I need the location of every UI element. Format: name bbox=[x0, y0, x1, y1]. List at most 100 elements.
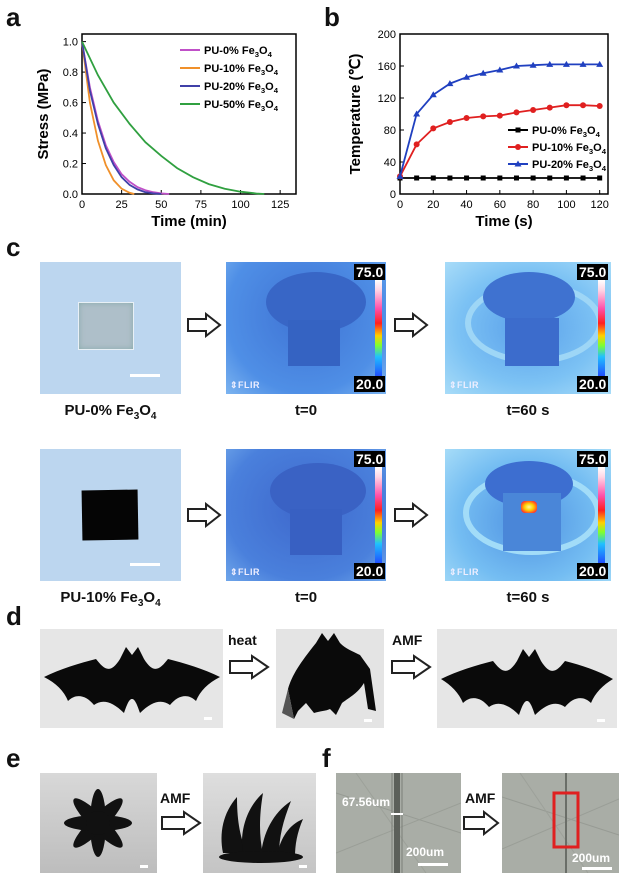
x-tick-label: 120 bbox=[591, 199, 609, 211]
data-point bbox=[497, 175, 503, 181]
x-tick-label: 125 bbox=[271, 199, 289, 211]
flir-logo: ⇕FLIR bbox=[230, 380, 261, 390]
scale-bar bbox=[130, 563, 160, 566]
data-point bbox=[447, 175, 453, 181]
legend-label: PU-10% Fe3O4 bbox=[204, 63, 279, 77]
y-tick-label: 0.4 bbox=[63, 128, 78, 140]
x-tick-label: 80 bbox=[527, 199, 539, 211]
scale-bar bbox=[597, 719, 605, 722]
data-point bbox=[413, 141, 420, 148]
caption-t60-row2: t=60 s bbox=[506, 589, 550, 606]
ir-pu0-t60: 75.0 20.0 ⇕FLIR bbox=[445, 262, 611, 394]
scale-bar bbox=[204, 717, 212, 720]
colorbar bbox=[375, 467, 382, 563]
data-point bbox=[579, 60, 587, 67]
ir-film bbox=[290, 509, 342, 555]
data-point bbox=[596, 103, 603, 109]
y-axis-label: Temperature (℃) bbox=[347, 54, 364, 175]
data-point bbox=[480, 175, 486, 181]
data-point bbox=[513, 109, 520, 116]
data-point bbox=[530, 175, 536, 181]
data-point bbox=[563, 175, 569, 181]
label-amf-f: AMF bbox=[465, 790, 496, 806]
pu0-film bbox=[78, 302, 134, 350]
arrow-right-icon bbox=[187, 502, 222, 528]
data-point bbox=[563, 102, 570, 109]
photo-flower-closed bbox=[203, 773, 316, 873]
data-point bbox=[596, 60, 604, 67]
y-tick-label: 0.8 bbox=[63, 67, 78, 79]
scale-bar bbox=[140, 865, 148, 868]
data-point bbox=[464, 175, 470, 181]
ir-film bbox=[288, 320, 340, 366]
scale-bar bbox=[582, 867, 612, 870]
scale-max-label: 75.0 bbox=[354, 451, 386, 467]
data-point bbox=[430, 175, 436, 181]
data-point bbox=[546, 60, 554, 67]
y-axis-label: Stress (MPa) bbox=[35, 69, 52, 160]
data-point bbox=[513, 175, 519, 181]
x-tick-label: 100 bbox=[557, 199, 575, 211]
legend-marker bbox=[515, 144, 521, 150]
label-heat: heat bbox=[228, 632, 257, 648]
x-tick-label: 20 bbox=[427, 199, 439, 211]
label-amf-e: AMF bbox=[160, 790, 191, 806]
micrograph-texture bbox=[336, 773, 461, 873]
data-point bbox=[463, 73, 471, 80]
data-point bbox=[430, 125, 437, 132]
data-point bbox=[463, 115, 470, 121]
caption-t0-row2: t=0 bbox=[294, 589, 318, 606]
data-point bbox=[512, 62, 520, 69]
ir-hotspot bbox=[521, 501, 537, 513]
legend-label: PU-20% Fe3O4 bbox=[532, 159, 607, 173]
data-point bbox=[547, 175, 553, 181]
colorbar bbox=[598, 280, 605, 376]
caption-t0-row1: t=0 bbox=[294, 402, 318, 419]
panel-letter-f: f bbox=[322, 743, 331, 773]
data-point bbox=[413, 110, 421, 117]
legend-label: PU-0% Fe3O4 bbox=[204, 45, 273, 59]
legend-label: PU-50% Fe3O4 bbox=[204, 99, 279, 113]
y-tick-label: 80 bbox=[384, 125, 396, 137]
flir-logo: ⇕FLIR bbox=[230, 567, 261, 577]
ir-film bbox=[505, 318, 559, 366]
x-axis-label: Time (min) bbox=[151, 213, 227, 230]
x-tick-label: 25 bbox=[116, 199, 128, 211]
legend-label: PU-10% Fe3O4 bbox=[532, 142, 607, 156]
scale-max-label: 75.0 bbox=[577, 264, 609, 280]
label-amf-d: AMF bbox=[392, 632, 423, 648]
data-point bbox=[446, 119, 453, 125]
x-tick-label: 0 bbox=[397, 199, 403, 211]
data-point bbox=[479, 69, 487, 76]
scale-bar bbox=[299, 865, 307, 868]
photo-bat-deformed bbox=[276, 629, 384, 728]
scale-min-label: 20.0 bbox=[354, 376, 386, 392]
scale-max-label: 75.0 bbox=[577, 451, 609, 467]
caption-pu0: PU-0% Fe3O4 bbox=[64, 402, 157, 422]
data-point bbox=[446, 80, 454, 87]
y-tick-label: 200 bbox=[378, 29, 396, 41]
legend-marker bbox=[514, 160, 522, 167]
data-point bbox=[529, 61, 537, 68]
x-tick-label: 50 bbox=[155, 199, 167, 211]
scale-bar bbox=[364, 719, 372, 722]
series-line bbox=[81, 41, 265, 195]
bat-shape bbox=[441, 649, 613, 715]
width-label: 67.56um bbox=[342, 795, 391, 809]
x-tick-label: 60 bbox=[494, 199, 506, 211]
data-point bbox=[530, 107, 537, 113]
data-point bbox=[396, 172, 404, 179]
arrow-right-icon bbox=[187, 312, 222, 338]
ir-pu0-t0: 75.0 20.0 ⇕FLIR bbox=[226, 262, 386, 394]
highlight-box bbox=[552, 791, 580, 849]
arrow-right-icon bbox=[161, 810, 202, 836]
bat-deformed-shape bbox=[282, 633, 376, 719]
micrograph-before: 67.56um 200um bbox=[336, 773, 461, 873]
legend-marker bbox=[515, 127, 521, 133]
ir-pu10-t0: 75.0 20.0 ⇕FLIR bbox=[226, 449, 386, 581]
panel-letter-d: d bbox=[6, 601, 22, 631]
data-point bbox=[562, 60, 570, 67]
scale-label-1: 200um bbox=[406, 845, 445, 859]
data-point bbox=[480, 113, 487, 120]
arrow-right-icon bbox=[463, 810, 500, 836]
